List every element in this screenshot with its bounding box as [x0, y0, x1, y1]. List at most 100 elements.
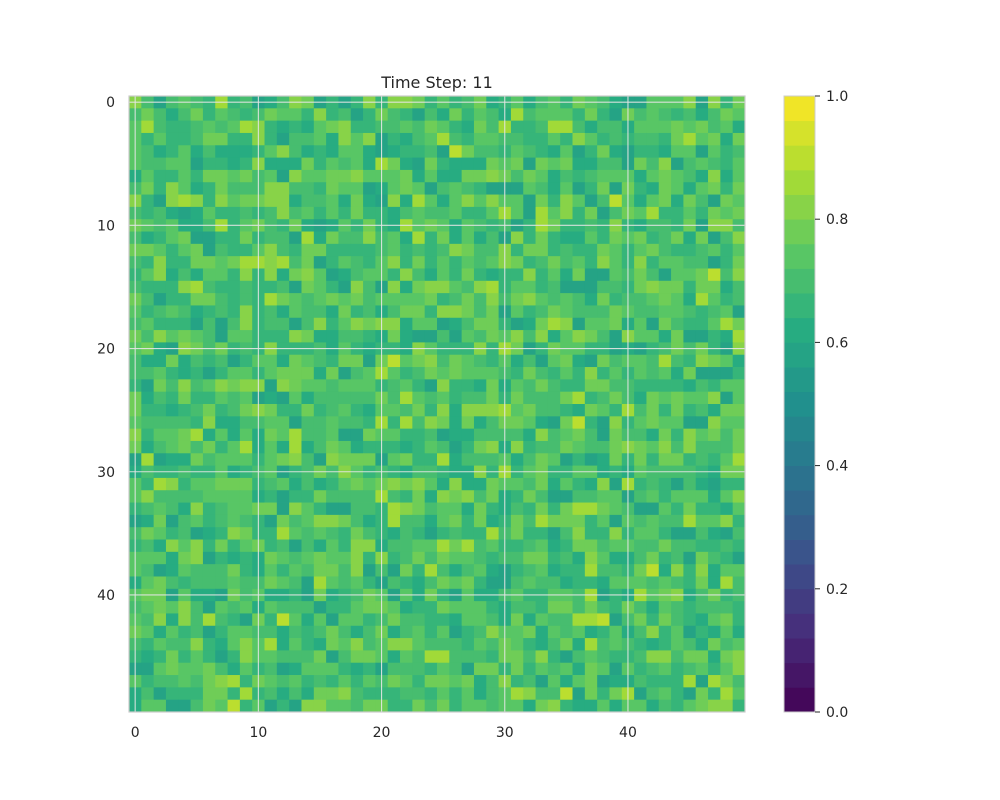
heatmap-cell — [387, 256, 401, 269]
heatmap-cell — [276, 280, 290, 294]
heatmap-cell — [572, 231, 586, 245]
heatmap-cell — [535, 157, 549, 171]
heatmap-cell — [289, 601, 302, 614]
heatmap-cell — [683, 169, 697, 183]
heatmap-cell — [276, 120, 290, 134]
heatmap-cell — [412, 268, 426, 282]
heatmap-cell — [658, 576, 672, 590]
heatmap-cell — [486, 699, 499, 713]
heatmap-cell — [535, 120, 549, 134]
heatmap-cell — [227, 120, 241, 134]
heatmap-cell — [535, 576, 549, 590]
heatmap-cell — [165, 305, 179, 319]
heatmap-cell — [535, 699, 549, 713]
heatmap-cell — [449, 453, 463, 466]
heatmap-cell — [671, 564, 684, 577]
heatmap-cell — [449, 514, 463, 528]
heatmap-cell — [646, 317, 660, 331]
heatmap-cell — [387, 564, 401, 577]
heatmap-cell — [276, 268, 290, 282]
heatmap-cell — [461, 675, 475, 688]
heatmap-cell — [363, 601, 376, 614]
heatmap-cell — [683, 256, 697, 269]
heatmap-cell — [658, 243, 672, 257]
heatmap-cell — [215, 243, 228, 257]
heatmap-cell — [658, 293, 672, 306]
heatmap-cell — [387, 576, 401, 590]
colorbar-level — [784, 638, 815, 664]
heatmap-cell — [720, 194, 734, 208]
heatmap-cell — [153, 527, 167, 540]
heatmap-cell — [165, 293, 179, 306]
heatmap-cell — [350, 539, 364, 553]
heatmap-cell — [486, 305, 499, 319]
heatmap-cell — [363, 687, 376, 701]
heatmap-cell — [461, 354, 475, 368]
heatmap-cell — [350, 576, 364, 590]
heatmap-cell — [708, 601, 721, 614]
heatmap-cell — [584, 687, 598, 701]
heatmap-cell — [301, 268, 315, 282]
heatmap-cell — [473, 206, 487, 220]
heatmap-cell — [461, 404, 475, 417]
heatmap-cell — [363, 490, 376, 503]
colorbar-level — [784, 391, 815, 417]
heatmap-cell — [671, 157, 684, 171]
heatmap-cell — [547, 601, 561, 614]
heatmap-cell — [424, 404, 438, 417]
heatmap-cell — [597, 662, 610, 676]
heatmap-cell — [695, 182, 709, 195]
heatmap-cell — [510, 194, 524, 208]
heatmap-cell — [202, 293, 216, 306]
heatmap-cell — [301, 428, 315, 442]
heatmap-cell — [683, 638, 697, 651]
heatmap-cell — [178, 305, 191, 319]
heatmap-cell — [141, 108, 155, 122]
heatmap-cell — [313, 206, 327, 220]
heatmap-cell — [239, 477, 253, 491]
heatmap-cell — [313, 268, 327, 282]
heatmap-cell — [609, 687, 623, 701]
heatmap-cell — [572, 527, 586, 540]
heatmap-cell — [523, 514, 536, 528]
heatmap-cell — [400, 379, 413, 393]
heatmap-cell — [609, 675, 623, 688]
heatmap-cell — [363, 145, 376, 158]
heatmap-cell — [547, 305, 561, 319]
heatmap-cell — [634, 120, 647, 134]
heatmap-cell — [141, 477, 155, 491]
heatmap-cell — [597, 404, 610, 417]
heatmap-cell — [437, 379, 450, 393]
heatmap-cell — [449, 108, 463, 122]
heatmap-cell — [276, 206, 290, 220]
heatmap-cell — [535, 132, 549, 146]
heatmap-cell — [276, 551, 290, 565]
heatmap-cell — [597, 293, 610, 306]
heatmap-cell — [473, 662, 487, 676]
heatmap-cell — [301, 539, 315, 553]
heatmap-cell — [239, 564, 253, 577]
heatmap-cell — [264, 687, 278, 701]
heatmap-cell — [695, 625, 709, 639]
heatmap-cell — [708, 157, 721, 171]
heatmap-cell — [141, 379, 155, 393]
heatmap-cell — [400, 206, 413, 220]
heatmap-cell — [165, 182, 179, 195]
heatmap-cell — [387, 551, 401, 565]
heatmap-cell — [646, 243, 660, 257]
colorbar-tick-label: 0.2 — [826, 582, 848, 598]
heatmap-cell — [658, 601, 672, 614]
heatmap-cell — [683, 157, 697, 171]
heatmap-cell — [523, 613, 536, 627]
heatmap-cell — [572, 514, 586, 528]
heatmap-cell — [227, 638, 241, 651]
heatmap-cell — [449, 317, 463, 331]
heatmap-cell — [461, 108, 475, 122]
heatmap-cell — [535, 675, 549, 688]
heatmap-cell — [412, 601, 426, 614]
heatmap-cell — [178, 243, 191, 257]
colorbar-level — [784, 194, 815, 220]
heatmap-cell — [547, 367, 561, 380]
heatmap-cell — [215, 527, 228, 540]
